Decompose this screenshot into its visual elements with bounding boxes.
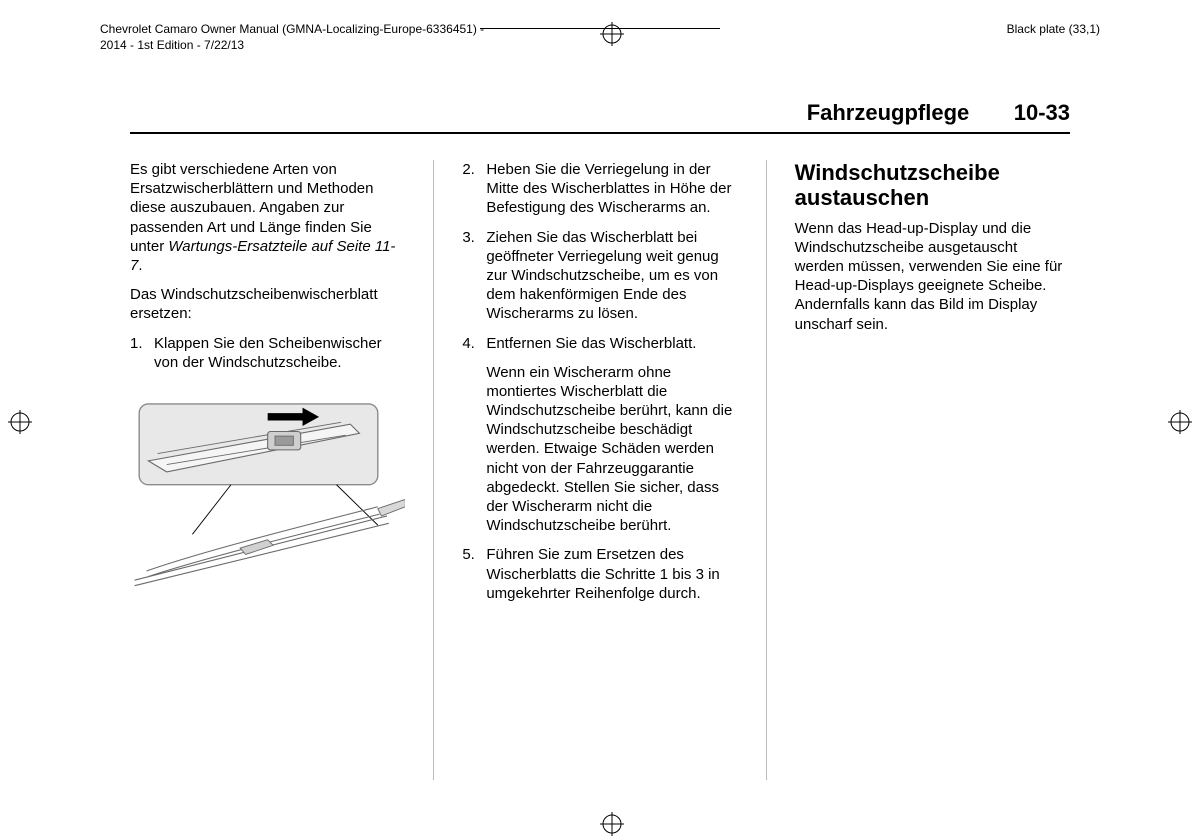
step-3: 3. Ziehen Sie das Wischerblatt bei geöff… bbox=[462, 228, 737, 324]
content-area: Es gibt verschiedene Arten von Ersatzwis… bbox=[130, 160, 1070, 780]
intro-paragraph: Es gibt verschiedene Arten von Ersatzwis… bbox=[130, 160, 405, 275]
section-title: Fahrzeugpflege bbox=[807, 100, 970, 125]
wiper-illustration bbox=[130, 388, 405, 598]
crop-mark-right bbox=[1168, 410, 1192, 434]
header-rule bbox=[130, 132, 1070, 134]
column-separator-1 bbox=[433, 160, 434, 780]
replace-intro: Das Windschutzscheibenwischer­blatt erse… bbox=[130, 285, 405, 323]
print-meta: Chevrolet Camaro Owner Manual (GMNA-Loca… bbox=[100, 22, 1100, 53]
page-header: Fahrzeugpflege 10-33 bbox=[130, 100, 1070, 126]
column-separator-2 bbox=[766, 160, 767, 780]
step-5: 5. Führen Sie zum Ersetzen des Wischerbl… bbox=[462, 545, 737, 603]
section-heading: Windschutzscheibe austauschen bbox=[795, 160, 1070, 211]
step-1: 1. Klappen Sie den Scheibenwi­scher von … bbox=[130, 334, 405, 372]
column-2: 2. Heben Sie die Verriegelung in der Mit… bbox=[462, 160, 737, 780]
page-number: 10-33 bbox=[1014, 100, 1070, 125]
step-4-note: Wenn ein Wischerarm ohne montiertes Wisc… bbox=[486, 363, 737, 536]
windshield-paragraph: Wenn das Head-up-Display und die Windsch… bbox=[795, 219, 1070, 334]
column-3: Windschutzscheibe austauschen Wenn das H… bbox=[795, 160, 1070, 780]
meta-line2: 2014 - 1st Edition - 7/22/13 bbox=[100, 38, 484, 54]
column-1: Es gibt verschiedene Arten von Ersatzwis… bbox=[130, 160, 405, 780]
crop-mark-bottom bbox=[600, 812, 624, 836]
meta-line1: Chevrolet Camaro Owner Manual (GMNA-Loca… bbox=[100, 22, 484, 38]
step-4: 4. Entfernen Sie das Wischerblatt. Wenn … bbox=[462, 334, 737, 536]
crop-mark-left bbox=[8, 410, 32, 434]
meta-right: Black plate (33,1) bbox=[1007, 22, 1100, 53]
meta-rule bbox=[480, 28, 720, 29]
step-2: 2. Heben Sie die Verriegelung in der Mit… bbox=[462, 160, 737, 218]
